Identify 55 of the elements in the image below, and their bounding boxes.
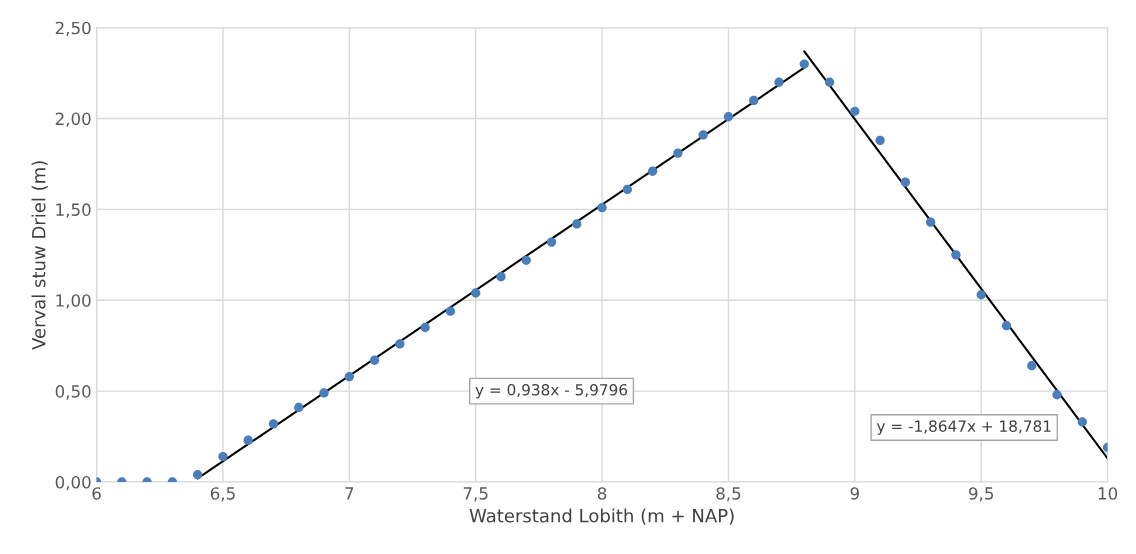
point — [597, 202, 607, 213]
point — [294, 402, 304, 413]
point — [850, 106, 860, 116]
point — [193, 470, 203, 480]
point — [243, 435, 253, 445]
y-tick-label: 0,50 — [55, 385, 91, 400]
y-tick-label: 2,00 — [55, 112, 91, 127]
x-axis-title: Waterstand Lobith (m + NAP) — [469, 508, 734, 525]
x-tick-label: 7 — [345, 487, 354, 500]
x-tick-label: 9,5 — [969, 487, 994, 502]
point — [951, 250, 961, 260]
point — [572, 219, 582, 229]
point — [673, 148, 683, 158]
point — [622, 184, 633, 195]
y-tick-label: 1,00 — [56, 294, 91, 309]
annotation: y = -1,8647x + 18,781 — [876, 420, 1051, 435]
point — [471, 288, 481, 298]
x-tick-label: 9 — [850, 487, 859, 500]
y-tick-label: 2,50 — [55, 21, 91, 36]
x-tick-label: 6 — [92, 487, 101, 500]
point — [546, 237, 557, 247]
x-tick-label: 8 — [597, 487, 607, 500]
x-tick-label: 6,5 — [210, 487, 235, 502]
point — [1052, 390, 1062, 400]
point — [774, 77, 784, 87]
point — [1027, 361, 1037, 371]
point — [824, 77, 835, 87]
point — [420, 322, 430, 333]
point — [1077, 417, 1087, 427]
point — [395, 339, 405, 349]
point — [496, 271, 506, 282]
point — [749, 95, 759, 106]
x-tick-label: 10 — [1098, 487, 1118, 500]
annotation: y = 0,938x - 5,9796 — [475, 384, 628, 399]
point — [698, 130, 708, 140]
y-tick-label: 0,00 — [55, 475, 91, 491]
point — [875, 135, 885, 146]
point — [268, 419, 279, 429]
y-tick-label: 1,50 — [56, 203, 91, 218]
x-tick-label: 8,5 — [716, 487, 741, 502]
point — [344, 371, 354, 382]
point — [521, 255, 531, 265]
point — [976, 290, 986, 300]
point — [218, 451, 228, 462]
point — [1001, 321, 1012, 331]
point — [926, 217, 936, 227]
point — [319, 388, 329, 398]
y-axis-title: Verval stuw Driel (m) — [31, 161, 48, 350]
point — [445, 306, 456, 316]
point — [900, 177, 911, 187]
point — [647, 166, 658, 176]
point — [369, 355, 380, 365]
point — [799, 59, 809, 69]
point — [723, 112, 734, 122]
x-tick-label: 7,5 — [463, 487, 488, 502]
